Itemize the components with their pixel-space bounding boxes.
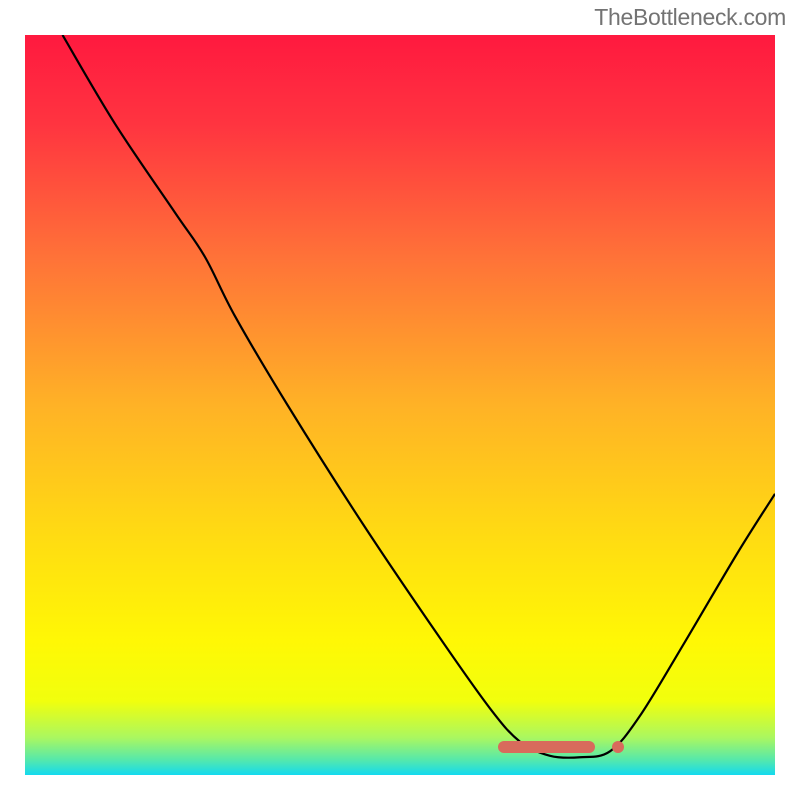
curve-line xyxy=(25,35,775,775)
plot-area xyxy=(25,35,775,775)
watermark-text: TheBottleneck.com xyxy=(594,4,786,31)
marker-point xyxy=(612,741,624,753)
marker-cluster xyxy=(498,741,596,753)
